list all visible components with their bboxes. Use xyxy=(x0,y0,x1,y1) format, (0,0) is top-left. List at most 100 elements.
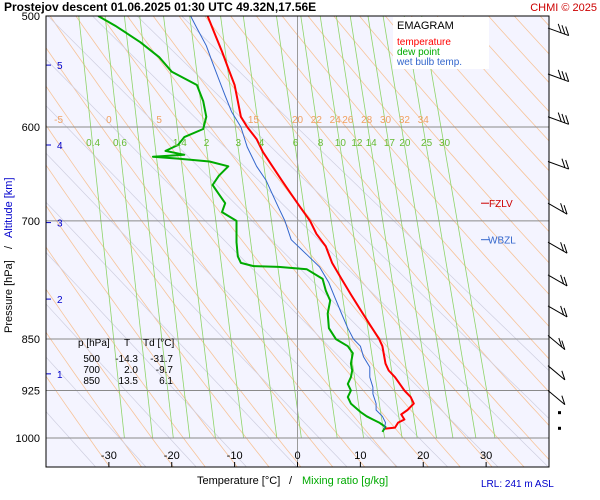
x-tick-label: -30 xyxy=(101,450,117,462)
mixing-ratio-line xyxy=(367,16,437,439)
legend-item-wet-bulb: wet bulb temp. xyxy=(396,57,462,68)
mixing-ratio-label: 6 xyxy=(293,138,299,149)
series-line-temperature xyxy=(206,16,415,430)
wbzl-label: WBZL xyxy=(488,236,516,247)
mixing-ratio-line xyxy=(403,16,477,439)
altitude-tick-label: 1 xyxy=(57,370,63,381)
legend-box xyxy=(393,17,489,69)
table-cell: 850 xyxy=(83,376,100,387)
moist-adiabat xyxy=(46,105,398,467)
dry-adiabat-label: 34 xyxy=(418,115,430,126)
mixing-ratio-line xyxy=(276,16,338,439)
dry-adiabat xyxy=(281,16,549,327)
wind-barb xyxy=(547,69,570,83)
wbzl-marker: WBZL xyxy=(481,236,516,247)
dry-adiabat-label: 28 xyxy=(361,115,373,126)
y-axis-label-pressure: Pressure [hPa] xyxy=(3,260,15,333)
y-axis-label: Pressure [hPa] / Altitude [km] xyxy=(3,177,15,333)
fzlv-label: FZLV xyxy=(489,199,513,210)
wind-barb xyxy=(558,411,561,415)
dry-adiabat xyxy=(46,164,270,467)
dry-adiabat xyxy=(46,288,174,467)
wind-barb xyxy=(547,274,568,287)
mixing-ratio-line xyxy=(242,16,302,439)
table-cell: 500 xyxy=(83,354,100,365)
table-cell: -31.7 xyxy=(150,354,173,365)
y-axis-label-sep: / xyxy=(3,245,15,249)
dry-adiabat-label: -5 xyxy=(54,115,63,126)
moist-adiabat xyxy=(181,16,549,372)
altitude-tick-label: 4 xyxy=(57,141,63,152)
mixing-ratio-label: 1.4 xyxy=(173,138,187,149)
wind-barb xyxy=(547,390,566,406)
wind-barb xyxy=(547,23,570,37)
dry-adiabat-label: 15 xyxy=(248,115,260,126)
moist-adiabat xyxy=(46,58,449,467)
dry-adiabat xyxy=(384,16,549,202)
table-cell: 700 xyxy=(83,365,100,376)
table-cell: 13.5 xyxy=(119,376,139,387)
mixing-ratio-label: 25 xyxy=(421,138,433,149)
dry-adiabat xyxy=(307,16,549,295)
moist-adiabat xyxy=(92,16,549,467)
mixing-ratio-label: 4 xyxy=(259,138,265,149)
moist-adiabat xyxy=(46,303,197,467)
dry-adiabat xyxy=(410,16,549,172)
dry-adiabat xyxy=(46,246,206,467)
legend-item-temperature: temperature xyxy=(397,37,451,48)
dry-adiabat xyxy=(358,16,549,233)
wind-barb xyxy=(547,158,570,170)
background-labels: -5 0 5 15 20 22 24 26 28 30 32 340.4 0.6 1.4 2 3 4 6 8 10 12… xyxy=(54,115,450,149)
lrl-label: LRL: 241 m ASL xyxy=(481,479,554,490)
dry-adiabat xyxy=(178,16,549,461)
plot-frame xyxy=(45,15,550,468)
x-tick-label: 0 xyxy=(294,450,300,462)
x-tick-label: 10 xyxy=(354,450,366,462)
x-tick-label: 30 xyxy=(480,450,492,462)
mixing-ratio-label: 0.4 xyxy=(86,138,100,149)
altitude-tick-label: 2 xyxy=(57,295,63,306)
table-cell: 6.1 xyxy=(159,376,173,387)
mixing-ratio-line xyxy=(78,16,125,439)
x-axis-label-sep: / xyxy=(289,475,293,487)
y-tick-label: 500 xyxy=(22,11,40,23)
mixing-ratio-label: 30 xyxy=(439,138,451,149)
y-tick-label: 600 xyxy=(22,122,40,134)
y-tick-label: 700 xyxy=(22,216,40,228)
series-layer xyxy=(97,16,415,433)
wind-barb xyxy=(547,365,566,381)
wind-barb xyxy=(547,335,566,350)
mixing-ratio-label: 10 xyxy=(335,138,347,149)
dry-adiabat xyxy=(594,0,600,468)
moist-adiabat xyxy=(46,152,348,467)
mixing-ratio-line xyxy=(220,16,278,439)
dry-adiabat xyxy=(204,16,549,427)
mixing-ratio-line xyxy=(335,16,403,439)
wind-barb xyxy=(547,202,568,215)
background-lines xyxy=(46,0,600,468)
mixing-ratio-line xyxy=(189,16,244,439)
table-header-p: p [hPa] xyxy=(78,338,110,349)
legend-title: EMAGRAM xyxy=(397,20,454,32)
x-axis-label-temp: Temperature [°C] xyxy=(197,475,280,487)
chart-title: Prostejov descent 01.06.2025 01:30 UTC 4… xyxy=(4,0,316,14)
wind-barbs xyxy=(547,23,570,430)
mixing-ratio-line xyxy=(123,16,174,439)
mixing-ratio-label: 0.6 xyxy=(113,138,127,149)
wind-barb xyxy=(547,112,570,125)
y-tick-label: 850 xyxy=(22,334,40,346)
mixing-ratio-line xyxy=(349,16,418,439)
fzlv-marker: FZLV xyxy=(481,199,513,210)
dry-adiabat-label: 20 xyxy=(292,115,304,126)
y-tick-label: 1000 xyxy=(16,433,40,445)
dry-adiabat xyxy=(126,16,493,467)
table-header-td: Td [°C] xyxy=(143,338,174,349)
mixing-ratio-line xyxy=(319,16,386,439)
data-table: p [hPa] T Td [°C] 500 -14.3 -31.7 700 2.0 -9.… xyxy=(78,338,174,387)
mixing-ratio-line xyxy=(382,16,454,439)
x-tick-label: -10 xyxy=(227,450,243,462)
dry-adiabat xyxy=(46,124,302,467)
dry-adiabat-label: 5 xyxy=(156,115,162,126)
table-cell: -9.7 xyxy=(156,365,174,376)
